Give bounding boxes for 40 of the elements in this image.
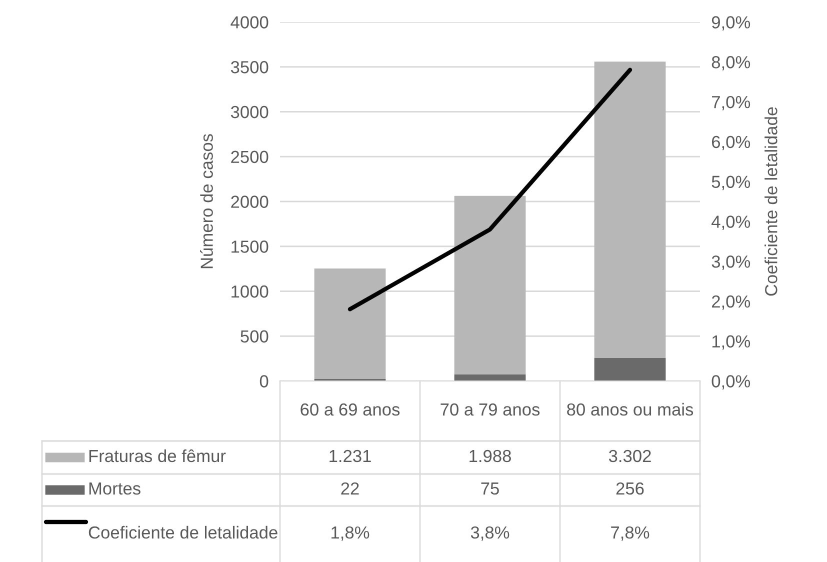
y-tick-label: 3500 xyxy=(230,61,268,74)
data-label: 3.302 xyxy=(608,450,651,462)
data-label: 1.988 xyxy=(470,450,511,462)
bar xyxy=(594,62,666,358)
y-tick-label: 2500 xyxy=(231,150,268,164)
legend-label: Coeficiente de letalidade xyxy=(88,526,278,539)
legend-label: Mortes xyxy=(89,482,140,495)
y-tick-label: 2000 xyxy=(231,196,268,208)
y2-tick-label: 2,0% xyxy=(712,295,750,310)
y2-tick-label: 8,0% xyxy=(712,56,750,70)
x-tick-label: 80 anos ou mais xyxy=(567,402,694,416)
y-axis-title: Número de casos xyxy=(200,134,213,268)
y-tick-label: 500 xyxy=(240,330,268,343)
bar xyxy=(314,268,386,380)
data-label: 1.231 xyxy=(330,450,371,462)
x-tick-label: 60 a 69 anos xyxy=(300,403,400,416)
bar xyxy=(454,196,526,374)
y-tick-label: 3000 xyxy=(230,106,268,118)
y2-tick-label: 7,0% xyxy=(712,96,750,110)
legend-label: Fraturas de fêmur xyxy=(89,449,226,462)
y-tick-label: 1500 xyxy=(232,240,268,253)
y2-tick-label: 5,0% xyxy=(712,176,750,190)
data-label: 256 xyxy=(616,482,644,495)
bar xyxy=(594,358,666,381)
y-tick-label: 1000 xyxy=(232,285,268,298)
data-label: 22 xyxy=(341,482,359,494)
y-tick-label: 0 xyxy=(260,375,268,388)
y2-tick-label: 0,0% xyxy=(712,375,750,390)
data-label: 1,8% xyxy=(332,526,370,541)
y2-tick-label: 4,0% xyxy=(712,216,750,230)
y2-axis-title: Coeficiente de letalidade xyxy=(764,107,778,296)
y2-tick-label: 1,0% xyxy=(712,335,750,350)
data-label: 3,8% xyxy=(470,526,510,541)
data-label: 75 xyxy=(481,482,499,495)
y2-tick-label: 9,0% xyxy=(712,16,750,31)
x-tick-label: 70 a 79 anos xyxy=(440,403,540,416)
y2-tick-label: 3,0% xyxy=(712,256,750,270)
y2-tick-label: 6,0% xyxy=(712,136,750,150)
y-tick-label: 4000 xyxy=(230,16,268,28)
data-label: 7,8% xyxy=(611,526,650,541)
